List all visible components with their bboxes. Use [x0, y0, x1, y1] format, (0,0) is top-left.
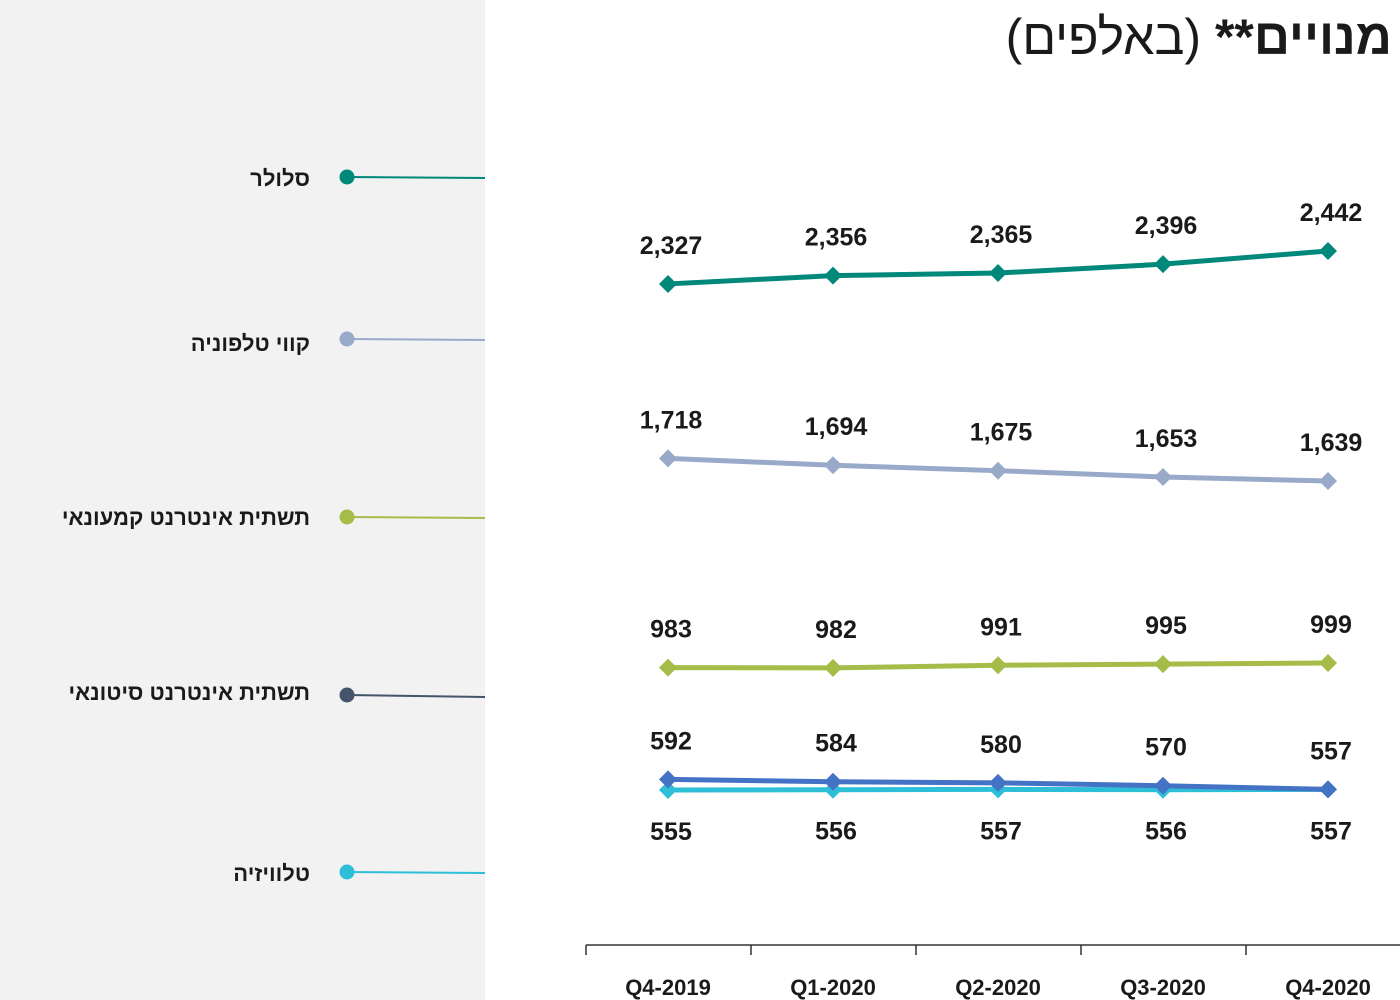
- data-point: [659, 449, 677, 468]
- legend-dot-3: [339, 687, 355, 703]
- data-point: [1319, 654, 1337, 672]
- data-label: 556: [815, 818, 857, 846]
- chart-title-unit: (באלפים): [1005, 9, 1215, 65]
- data-label: 983: [650, 616, 692, 644]
- data-label: 999: [1310, 611, 1352, 639]
- legend-panel: [0, 0, 485, 1000]
- legend-label-cellular: סלולר: [250, 166, 310, 191]
- data-label: 1,653: [1135, 425, 1198, 453]
- data-label: 557: [980, 817, 1022, 845]
- data-label: 2,356: [805, 224, 868, 252]
- data-label: 2,327: [640, 232, 703, 260]
- chart-title-bold: מנויים**: [1214, 9, 1392, 65]
- data-label: 1,694: [805, 413, 868, 441]
- data-label: 1,675: [970, 419, 1033, 447]
- data-label: 1,718: [640, 406, 703, 434]
- legend-connector-3: [346, 694, 486, 698]
- data-point: [1154, 255, 1172, 274]
- data-point: [1319, 242, 1337, 260]
- data-label: 555: [650, 818, 692, 846]
- data-label: 570: [1145, 734, 1187, 762]
- data-point: [1154, 467, 1172, 486]
- data-point: [824, 456, 842, 475]
- data-point: [989, 264, 1007, 283]
- data-label: 556: [1145, 818, 1187, 846]
- data-point: [659, 274, 677, 293]
- legend-label-wholesale-internet: תשתית אינטרנט סיטונאי: [68, 680, 310, 705]
- data-point: [1319, 780, 1337, 799]
- data-point: [659, 770, 677, 789]
- x-tick-label: Q1-2020: [790, 975, 876, 1000]
- data-point: [659, 658, 677, 677]
- data-label: 592: [650, 727, 692, 755]
- legend-connector-0: [346, 176, 486, 179]
- data-point: [824, 266, 842, 285]
- data-point: [1154, 655, 1172, 674]
- x-tick-label: Q3-2020: [1120, 975, 1206, 1000]
- data-label: 2,442: [1300, 199, 1363, 227]
- data-label: 557: [1310, 817, 1352, 845]
- legend-connector-2: [346, 516, 486, 519]
- legend-connector-4: [346, 871, 486, 874]
- x-tick-label: Q4-2020: [1285, 975, 1371, 1000]
- legend-connector-1: [346, 338, 486, 341]
- legend-label-tv: טלוויזיה: [233, 861, 310, 886]
- chart-title: מנויים** (באלפים): [1006, 8, 1392, 66]
- legend-label-landline: קווי טלפוניה: [190, 331, 310, 356]
- data-label: 1,639: [1300, 429, 1363, 457]
- data-label: 995: [1145, 612, 1187, 640]
- data-point: [989, 656, 1007, 675]
- data-label: 2,365: [970, 221, 1033, 249]
- data-label: 580: [980, 731, 1022, 759]
- data-label: 2,396: [1135, 212, 1198, 240]
- data-point: [1319, 472, 1337, 490]
- data-point: [989, 773, 1007, 792]
- x-tick-label: Q4-2019: [625, 975, 711, 1000]
- legend-dot-2: [339, 509, 355, 525]
- data-point: [1154, 776, 1172, 795]
- data-point: [659, 781, 677, 799]
- legend-dot-0: [339, 169, 355, 185]
- legend-dot-4: [339, 864, 355, 880]
- data-label: 991: [980, 613, 1022, 641]
- data-point: [824, 772, 842, 791]
- data-point: [989, 461, 1007, 480]
- data-label: 584: [815, 730, 857, 758]
- legend-label-retail-internet: תשתית אינטרנט קמעונאי: [61, 505, 310, 530]
- data-label: 557: [1310, 737, 1352, 765]
- x-tick-label: Q2-2020: [955, 975, 1041, 1000]
- data-label: 982: [815, 616, 857, 644]
- legend-dot-1: [339, 331, 355, 347]
- data-point: [824, 658, 842, 677]
